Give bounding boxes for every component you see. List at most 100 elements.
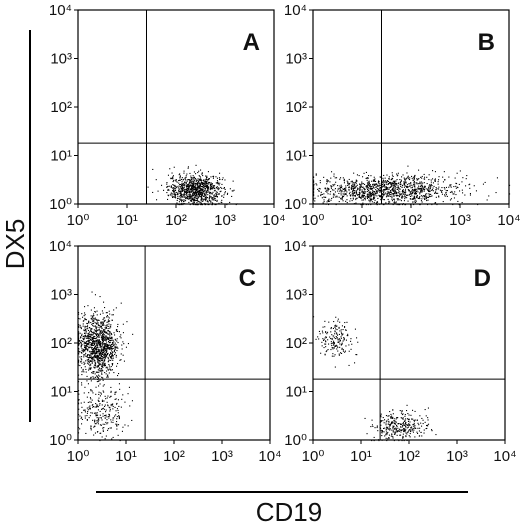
event-dot — [407, 200, 409, 202]
event-dot — [352, 188, 354, 190]
event-dot — [236, 203, 238, 205]
event-dot — [193, 197, 195, 199]
event-dot — [324, 343, 326, 345]
event-dot — [232, 190, 234, 192]
event-dot — [400, 431, 402, 433]
event-dot — [348, 183, 350, 185]
event-dot — [444, 188, 446, 190]
event-dot — [101, 376, 103, 378]
x-tick-label: 10¹ — [350, 448, 372, 465]
event-dot — [93, 329, 95, 331]
event-dot — [375, 189, 377, 191]
event-dot — [194, 191, 196, 193]
event-dot — [88, 332, 90, 334]
event-dot — [432, 178, 434, 180]
event-dot — [99, 350, 101, 352]
event-dot — [407, 426, 409, 428]
event-dot — [496, 177, 498, 179]
event-dot — [200, 182, 202, 184]
event-dot — [204, 195, 206, 197]
event-dot — [466, 175, 468, 177]
event-dot — [107, 429, 109, 431]
event-dot — [111, 358, 113, 360]
event-dot — [359, 184, 361, 186]
event-dot — [93, 337, 95, 339]
event-dot — [432, 170, 434, 172]
event-dot — [104, 319, 106, 321]
event-dot — [172, 190, 174, 192]
event-dot — [355, 202, 357, 204]
event-dot — [415, 427, 417, 429]
event-dot — [364, 196, 366, 198]
event-dot — [182, 179, 184, 181]
event-dot — [115, 339, 117, 341]
event-dot — [78, 332, 80, 334]
event-dot — [90, 426, 92, 428]
event-dot — [404, 431, 406, 433]
event-dot — [106, 401, 108, 403]
event-dot — [193, 194, 195, 196]
event-dot — [179, 179, 181, 181]
event-dot — [399, 434, 401, 436]
event-dot — [438, 195, 440, 197]
event-dot — [197, 200, 199, 202]
event-dot — [345, 339, 347, 341]
event-dot — [322, 338, 324, 340]
event-dot — [386, 440, 388, 442]
event-dot — [172, 193, 174, 195]
event-dot — [383, 431, 385, 433]
event-dot — [333, 335, 335, 337]
event-dot — [115, 398, 117, 400]
event-dot — [210, 183, 212, 185]
event-dot — [178, 190, 180, 192]
event-dot — [83, 349, 85, 351]
event-dot — [98, 341, 100, 343]
event-dot — [402, 192, 404, 194]
event-dot — [103, 331, 105, 333]
event-dot — [338, 353, 340, 355]
event-dot — [106, 423, 108, 425]
event-dot — [386, 427, 388, 429]
event-dot — [323, 339, 325, 341]
event-dot — [93, 355, 95, 357]
event-dot — [350, 338, 352, 340]
event-dot — [367, 184, 369, 186]
event-dot — [409, 195, 411, 197]
event-dot — [112, 405, 114, 407]
event-dot — [383, 190, 385, 192]
event-dot — [398, 187, 400, 189]
event-dot — [382, 199, 384, 201]
event-dot — [81, 412, 83, 414]
event-dot — [393, 195, 395, 197]
event-dot — [389, 411, 391, 413]
event-dot — [418, 197, 420, 199]
event-dot — [334, 331, 336, 333]
event-dot — [99, 404, 101, 406]
event-dot — [99, 358, 101, 360]
event-dot — [81, 374, 83, 376]
event-dot — [100, 321, 102, 323]
event-dot — [416, 419, 418, 421]
x-tick-label: 10¹ — [116, 212, 138, 229]
event-dot — [414, 425, 416, 427]
event-dot — [383, 194, 385, 196]
event-dot — [180, 194, 182, 196]
event-dot — [328, 180, 330, 182]
event-dot — [418, 187, 420, 189]
event-dot — [206, 186, 208, 188]
event-dot — [101, 330, 103, 332]
event-dot — [92, 352, 94, 354]
event-dot — [412, 418, 414, 420]
event-dot — [90, 367, 92, 369]
event-dot — [97, 421, 99, 423]
event-dot — [377, 184, 379, 186]
event-dot — [423, 182, 425, 184]
y-tick-label: 10³ — [50, 287, 72, 304]
event-dot — [382, 184, 384, 186]
event-dot — [105, 398, 107, 400]
event-dot — [219, 191, 221, 193]
event-dot — [376, 202, 378, 204]
event-dot — [186, 195, 188, 197]
event-dot — [195, 197, 197, 199]
event-dot — [185, 176, 187, 178]
